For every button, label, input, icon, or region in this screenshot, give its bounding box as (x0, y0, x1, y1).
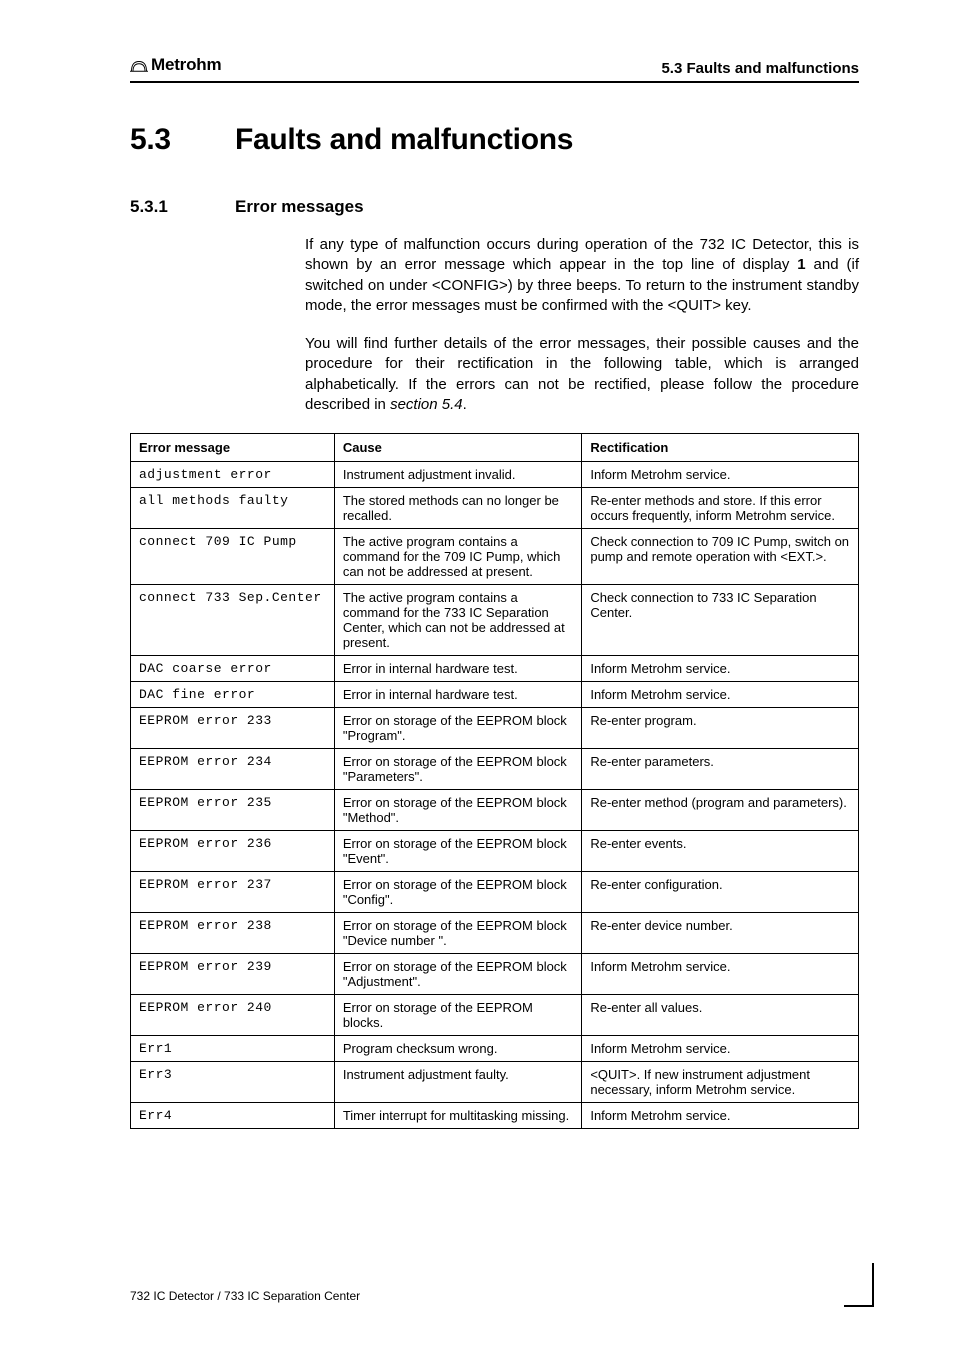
error-cause-cell: Instrument adjustment faulty. (334, 1062, 582, 1103)
p2-part-a: You will find further details of the err… (305, 335, 859, 413)
p2-link: section 5.4 (390, 396, 463, 413)
error-cause-cell: Error on storage of the EEPROM block "De… (334, 913, 582, 954)
error-fix-cell: Re-enter method (program and parameters)… (582, 790, 859, 831)
error-fix-cell: Re-enter all values. (582, 995, 859, 1036)
error-cause-cell: Error on storage of the EEPROM block "Pr… (334, 708, 582, 749)
table-row: DAC coarse errorError in internal hardwa… (131, 656, 859, 682)
metrohm-logo-icon (130, 58, 148, 72)
subsection-heading: 5.3.1Error messages (130, 197, 859, 217)
error-message-cell: connect 733 Sep.Center (131, 585, 335, 656)
table-row: connect 733 Sep.CenterThe active program… (131, 585, 859, 656)
error-message-cell: EEPROM error 240 (131, 995, 335, 1036)
error-message-cell: EEPROM error 234 (131, 749, 335, 790)
col-header-rectification: Rectification (582, 434, 859, 462)
error-fix-cell: <QUIT>. If new instrument adjustment nec… (582, 1062, 859, 1103)
p1-bold: 1 (797, 256, 805, 273)
table-row: EEPROM error 238Error on storage of the … (131, 913, 859, 954)
intro-paragraph-1: If any type of malfunction occurs during… (305, 235, 859, 316)
error-message-cell: adjustment error (131, 462, 335, 488)
error-cause-cell: Error in internal hardware test. (334, 682, 582, 708)
error-fix-cell: Re-enter device number. (582, 913, 859, 954)
error-cause-cell: Error on storage of the EEPROM block "Co… (334, 872, 582, 913)
brand: Metrohm (130, 55, 221, 75)
error-message-cell: EEPROM error 238 (131, 913, 335, 954)
error-message-cell: EEPROM error 239 (131, 954, 335, 995)
error-fix-cell: Re-enter program. (582, 708, 859, 749)
brand-text: Metrohm (151, 55, 221, 75)
col-header-cause: Cause (334, 434, 582, 462)
subsection-number: 5.3.1 (130, 197, 235, 217)
error-cause-cell: The active program contains a command fo… (334, 585, 582, 656)
table-row: EEPROM error 240Error on storage of the … (131, 995, 859, 1036)
page-header: Metrohm 5.3 Faults and malfunctions (130, 55, 859, 83)
subsection-title-text: Error messages (235, 197, 364, 216)
table-row: EEPROM error 237Error on storage of the … (131, 872, 859, 913)
error-fix-cell: Inform Metrohm service. (582, 462, 859, 488)
error-message-cell: Err3 (131, 1062, 335, 1103)
section-heading: 5.3Faults and malfunctions (130, 123, 859, 157)
table-row: Err1Program checksum wrong.Inform Metroh… (131, 1036, 859, 1062)
error-message-cell: EEPROM error 237 (131, 872, 335, 913)
error-fix-cell: Re-enter configuration. (582, 872, 859, 913)
error-message-cell: DAC fine error (131, 682, 335, 708)
error-cause-cell: Program checksum wrong. (334, 1036, 582, 1062)
error-cause-cell: Error on storage of the EEPROM block "Ev… (334, 831, 582, 872)
intro-paragraph-2: You will find further details of the err… (305, 334, 859, 415)
page-footer: 732 IC Detector / 733 IC Separation Cent… (130, 1289, 360, 1303)
table-row: EEPROM error 235Error on storage of the … (131, 790, 859, 831)
error-cause-cell: Timer interrupt for multitasking missing… (334, 1103, 582, 1129)
error-fix-cell: Re-enter parameters. (582, 749, 859, 790)
section-number: 5.3 (130, 123, 235, 157)
error-cause-cell: Error on storage of the EEPROM blocks. (334, 995, 582, 1036)
error-message-cell: EEPROM error 235 (131, 790, 335, 831)
table-row: DAC fine errorError in internal hardware… (131, 682, 859, 708)
error-fix-cell: Inform Metrohm service. (582, 954, 859, 995)
p2-part-b: . (463, 396, 467, 413)
error-message-cell: EEPROM error 236 (131, 831, 335, 872)
table-row: adjustment errorInstrument adjustment in… (131, 462, 859, 488)
table-row: EEPROM error 234Error on storage of the … (131, 749, 859, 790)
error-fix-cell: Check connection to 733 IC Separation Ce… (582, 585, 859, 656)
error-fix-cell: Check connection to 709 IC Pump, switch … (582, 529, 859, 585)
error-cause-cell: Error in internal hardware test. (334, 656, 582, 682)
table-row: EEPROM error 236Error on storage of the … (131, 831, 859, 872)
error-cause-cell: The stored methods can no longer be reca… (334, 488, 582, 529)
table-row: all methods faultyThe stored methods can… (131, 488, 859, 529)
header-section-label: 5.3 Faults and malfunctions (661, 60, 859, 77)
error-message-cell: EEPROM error 233 (131, 708, 335, 749)
p1-part-a: If any type of malfunction occurs during… (305, 236, 859, 273)
error-fix-cell: Inform Metrohm service. (582, 682, 859, 708)
error-fix-cell: Inform Metrohm service. (582, 656, 859, 682)
table-row: EEPROM error 233Error on storage of the … (131, 708, 859, 749)
error-message-cell: Err1 (131, 1036, 335, 1062)
error-fix-cell: Re-enter events. (582, 831, 859, 872)
error-table: Error message Cause Rectification adjust… (130, 433, 859, 1129)
table-row: connect 709 IC PumpThe active program co… (131, 529, 859, 585)
error-fix-cell: Re-enter methods and store. If this erro… (582, 488, 859, 529)
crop-mark-icon (844, 1289, 874, 1307)
section-title-text: Faults and malfunctions (235, 123, 573, 156)
error-fix-cell: Inform Metrohm service. (582, 1036, 859, 1062)
error-cause-cell: Instrument adjustment invalid. (334, 462, 582, 488)
col-header-message: Error message (131, 434, 335, 462)
error-cause-cell: Error on storage of the EEPROM block "Ad… (334, 954, 582, 995)
error-cause-cell: Error on storage of the EEPROM block "Pa… (334, 749, 582, 790)
error-cause-cell: The active program contains a command fo… (334, 529, 582, 585)
table-header-row: Error message Cause Rectification (131, 434, 859, 462)
error-message-cell: DAC coarse error (131, 656, 335, 682)
error-message-cell: connect 709 IC Pump (131, 529, 335, 585)
error-cause-cell: Error on storage of the EEPROM block "Me… (334, 790, 582, 831)
table-row: EEPROM error 239Error on storage of the … (131, 954, 859, 995)
error-message-cell: all methods faulty (131, 488, 335, 529)
table-row: Err4Timer interrupt for multitasking mis… (131, 1103, 859, 1129)
error-message-cell: Err4 (131, 1103, 335, 1129)
table-row: Err3Instrument adjustment faulty.<QUIT>.… (131, 1062, 859, 1103)
error-fix-cell: Inform Metrohm service. (582, 1103, 859, 1129)
